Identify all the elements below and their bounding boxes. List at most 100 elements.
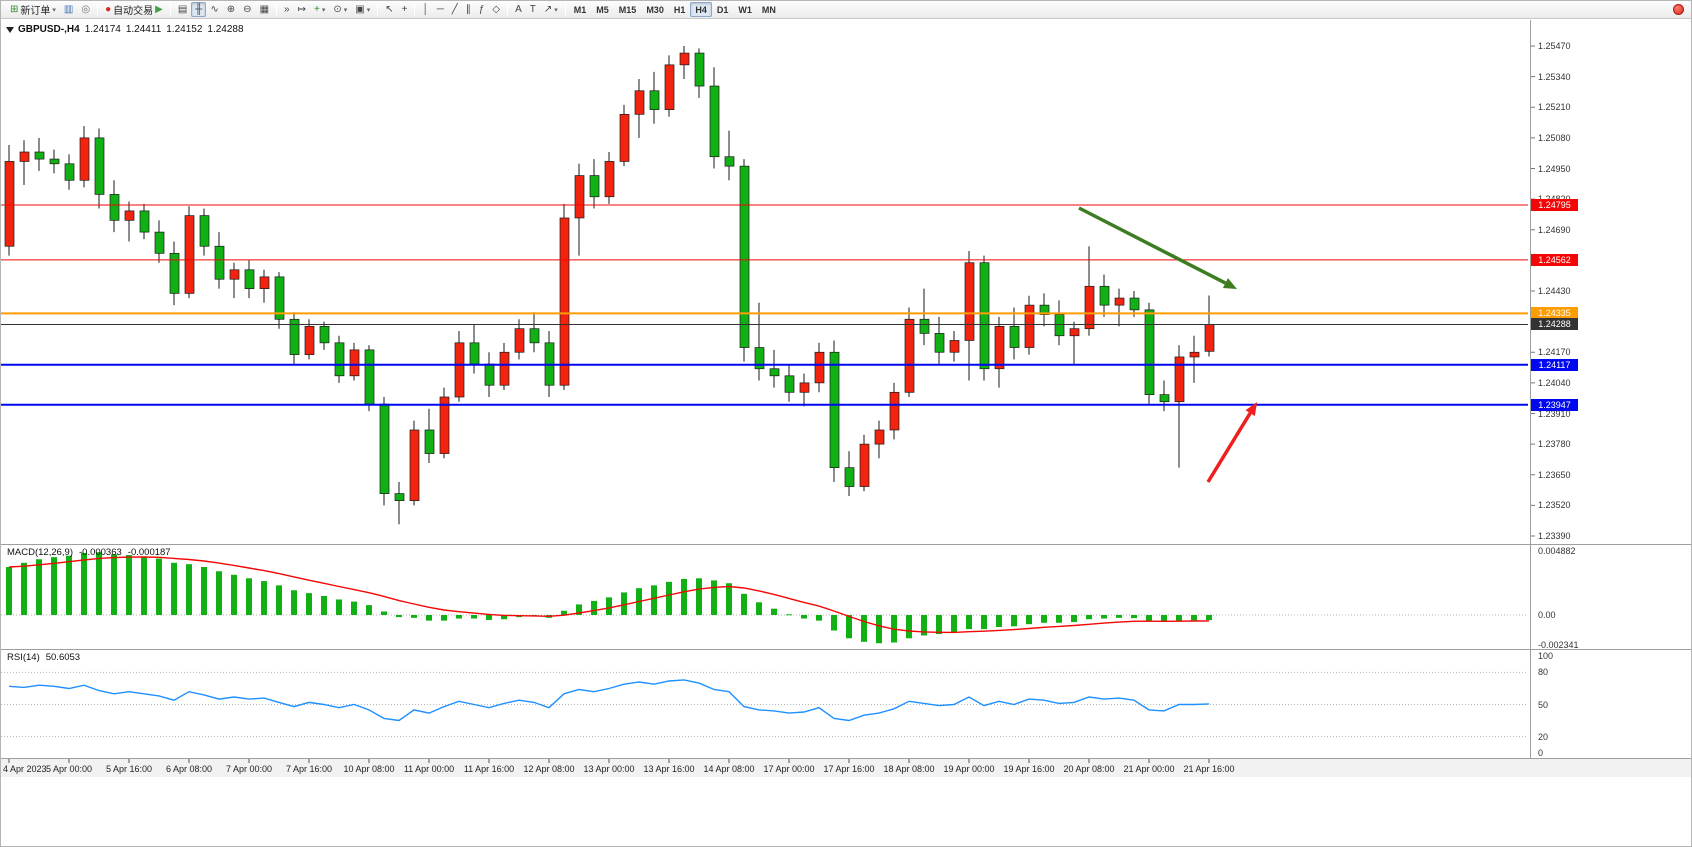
candlestick-button[interactable]: ╫ xyxy=(191,2,207,17)
shapes-button[interactable]: ◇ xyxy=(488,2,504,17)
indicators-icon: + xyxy=(313,3,320,15)
new-chart-icon: ▥ xyxy=(63,3,74,15)
timeframe-mn-button[interactable]: MN xyxy=(761,4,776,15)
text-label-button[interactable]: T xyxy=(526,2,540,17)
candle-body xyxy=(1054,314,1065,337)
candle-body xyxy=(679,52,690,66)
macd-bar xyxy=(621,592,627,615)
zoom-out-button[interactable]: ⊖ xyxy=(239,2,255,17)
new-chart-button[interactable]: ▥ xyxy=(60,2,77,17)
candle-body xyxy=(724,156,735,167)
arrows-button[interactable]: ↗ ▾ xyxy=(540,2,562,17)
rsi-scale-label: 0 xyxy=(1538,748,1544,758)
macd-scale-zero: 0.00 xyxy=(1538,610,1556,620)
new-order-button[interactable]: ⊞ 新订单 ▾ xyxy=(6,2,60,17)
macd-bar xyxy=(876,615,882,644)
trend-arrow-down[interactable] xyxy=(1078,206,1227,285)
macd-bar xyxy=(906,615,912,639)
macd-bar xyxy=(1086,615,1092,620)
notification-icon[interactable] xyxy=(1673,4,1684,15)
time-axis-label: 4 Apr 2023 xyxy=(3,764,47,774)
candle-body xyxy=(874,429,885,445)
macd-bar xyxy=(576,604,582,615)
trendline-icon: ╱ xyxy=(451,3,458,15)
rsi-label: RSI(14) 50.6053 xyxy=(7,652,86,663)
candle-body xyxy=(364,349,375,405)
timeframe-h1-button[interactable]: H1 xyxy=(673,4,686,15)
candle-body xyxy=(1099,285,1110,306)
macd-bar xyxy=(996,615,1002,627)
trendline-button[interactable]: ╱ xyxy=(448,2,462,17)
autotrading-button[interactable]: ● 自动交易 ▶ xyxy=(101,2,167,17)
text-button[interactable]: A xyxy=(511,2,526,17)
candlestick-icon: ╫ xyxy=(195,3,203,15)
macd-bar xyxy=(1101,615,1107,619)
candle-body xyxy=(214,245,225,280)
equidistant-channel-button[interactable]: ∥ xyxy=(462,2,475,17)
macd-bar xyxy=(861,615,867,642)
macd-bar xyxy=(1176,615,1182,621)
tile-windows-button[interactable]: ▦ xyxy=(256,2,273,17)
macd-bar xyxy=(696,578,702,615)
timeframe-m15-button[interactable]: M15 xyxy=(618,4,637,15)
zoom-in-icon: ⊕ xyxy=(226,3,236,15)
candle-body xyxy=(829,351,840,469)
macd-bar xyxy=(1071,615,1077,623)
market-watch-button[interactable]: ◎ xyxy=(77,2,94,17)
macd-bar xyxy=(741,593,747,615)
timeframe-d1-button[interactable]: D1 xyxy=(716,4,729,15)
candle-body xyxy=(1024,304,1035,348)
macd-bar xyxy=(666,581,672,615)
vertical-line-button[interactable]: │ xyxy=(418,2,432,17)
chart-shift-button[interactable]: ↦ xyxy=(294,2,310,17)
toolbar-separator xyxy=(97,3,99,16)
macd-bar xyxy=(1041,615,1047,623)
macd-bar xyxy=(351,601,357,615)
macd-bar xyxy=(441,615,447,621)
periods-button[interactable]: ⊙ ▾ xyxy=(329,2,351,17)
macd-bar xyxy=(501,615,507,620)
line-chart-icon: ∿ xyxy=(210,3,219,15)
macd-bar xyxy=(1026,615,1032,625)
candle-body xyxy=(274,276,285,320)
price-axis-label: 1.23780 xyxy=(1538,439,1571,450)
candle-body xyxy=(919,318,930,334)
timeframe-m5-button[interactable]: M5 xyxy=(596,4,609,15)
macd-bar xyxy=(1206,615,1212,621)
zoom-in-button[interactable]: ⊕ xyxy=(223,2,239,17)
trend-arrow-up[interactable] xyxy=(1206,412,1252,483)
candle-body xyxy=(454,342,465,398)
macd-bar xyxy=(1131,615,1137,619)
equidistant-channel-icon: ∥ xyxy=(465,3,471,15)
macd-bar xyxy=(981,615,987,630)
auto-scroll-button[interactable]: » xyxy=(280,2,294,17)
line-chart-button[interactable]: ∿ xyxy=(206,2,222,17)
macd-bar xyxy=(216,571,222,615)
macd-bar xyxy=(846,615,852,639)
templates-button[interactable]: ▣ ▾ xyxy=(351,2,374,17)
timeframe-m30-button[interactable]: M30 xyxy=(646,4,664,15)
macd-bar xyxy=(801,615,807,619)
indicators-button[interactable]: + ▾ xyxy=(310,2,329,17)
timeframe-h4-button[interactable]: H4 xyxy=(690,2,712,17)
macd-bar xyxy=(6,567,12,615)
crosshair-button[interactable]: + xyxy=(398,2,412,17)
close-value: 1.24288 xyxy=(207,24,244,35)
timeframe-m1-button[interactable]: M1 xyxy=(573,4,587,15)
candle-body xyxy=(334,342,345,377)
timeframe-w1-button[interactable]: W1 xyxy=(738,4,752,15)
tile-windows-icon: ▦ xyxy=(259,3,270,15)
bar-chart-button[interactable]: ▤ xyxy=(174,2,191,17)
fibonacci-button[interactable]: ƒ xyxy=(475,2,489,17)
time-axis-label: 6 Apr 08:00 xyxy=(165,764,213,774)
time-axis-label: 21 Apr 00:00 xyxy=(1123,764,1175,774)
macd-bar xyxy=(591,600,597,615)
cursor-button[interactable]: ↖ xyxy=(381,2,397,17)
rsi-value: 50.6053 xyxy=(45,652,81,663)
time-axis-label: 7 Apr 00:00 xyxy=(225,764,273,774)
horizontal-line-button[interactable]: ─ xyxy=(433,2,448,17)
candle-body xyxy=(529,328,540,344)
zoom-out-icon: ⊖ xyxy=(243,3,252,15)
macd-bar xyxy=(816,615,822,621)
